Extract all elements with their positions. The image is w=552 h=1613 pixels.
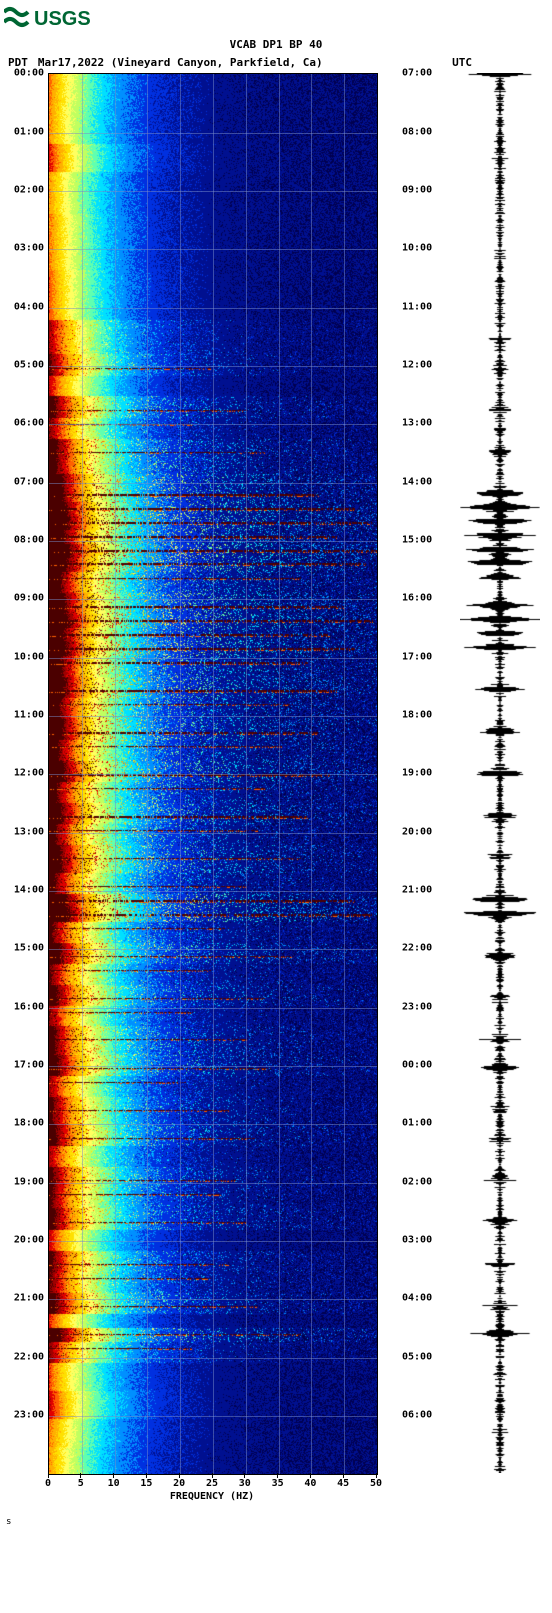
left-tick-label: 23:00 [14,1409,44,1420]
right-tick-label: 12:00 [402,359,432,370]
left-tick-label: 07:00 [14,476,44,487]
freq-tick: 35 [272,1473,284,1489]
freq-tick: 10 [108,1473,120,1489]
logo-text: USGS [34,8,91,30]
right-tick-label: 03:00 [402,1234,432,1245]
right-time-axis: 07:0008:0009:0010:0011:0012:0013:0014:00… [398,73,446,1473]
left-tick-label: 16:00 [14,1001,44,1012]
right-tick-label: 19:00 [402,768,432,779]
right-tick-label: 01:00 [402,1118,432,1129]
right-tick-label: 07:00 [402,68,432,79]
freq-tick: 40 [304,1473,316,1489]
freq-tick: 25 [206,1473,218,1489]
left-tick-label: 05:00 [14,359,44,370]
right-tick-label: 11:00 [402,301,432,312]
right-tick-label: 13:00 [402,418,432,429]
left-tick-label: 15:00 [14,943,44,954]
date-station: Mar17,2022 (Vineyard Canyon, Parkfield, … [28,56,452,69]
left-tick-label: 11:00 [14,709,44,720]
right-timezone: UTC [452,56,532,69]
right-tick-label: 05:00 [402,1351,432,1362]
left-tick-label: 22:00 [14,1351,44,1362]
left-tick-label: 06:00 [14,418,44,429]
left-tick-label: 12:00 [14,768,44,779]
right-tick-label: 02:00 [402,1176,432,1187]
freq-tick: 0 [45,1473,51,1489]
left-tick-label: 21:00 [14,1293,44,1304]
right-tick-label: 20:00 [402,826,432,837]
left-tick-label: 03:00 [14,243,44,254]
footnote: s [0,1513,552,1527]
right-tick-label: 09:00 [402,184,432,195]
left-tick-label: 04:00 [14,301,44,312]
left-tick-label: 00:00 [14,68,44,79]
right-tick-label: 16:00 [402,593,432,604]
right-tick-label: 15:00 [402,534,432,545]
plot-area: 00:00 01:00 02:00 03:00 04:00 05:00 06:00 07:00… [0,73,552,1513]
left-tick-label: 13:00 [14,826,44,837]
plot-subtitle: PDT Mar17,2022 (Vineyard Canyon, Parkfie… [0,56,552,73]
right-tick-label: 08:00 [402,126,432,137]
left-tick-label: 08:00 [14,534,44,545]
right-tick-label: 04:00 [402,1293,432,1304]
left-tick-label: 10:00 [14,651,44,662]
right-tick-label: 21:00 [402,884,432,895]
freq-tick: 50 [370,1473,382,1489]
left-tick-label: 09:00 [14,593,44,604]
right-tick-label: 22:00 [402,943,432,954]
left-tick-label: 02:00 [14,184,44,195]
left-tick-label: 19:00 [14,1176,44,1187]
left-tick-label: 18:00 [14,1118,44,1129]
right-tick-label: 17:00 [402,651,432,662]
left-time-axis: 00:0001:0002:0003:0004:0005:0006:0007:00… [0,73,48,1473]
spectrogram-panel [48,73,378,1475]
frequency-axis-label: FREQUENCY (HZ) [48,1491,376,1502]
usgs-logo: USGS [0,0,552,32]
right-tick-label: 14:00 [402,476,432,487]
left-tick-label: 14:00 [14,884,44,895]
right-tick-label: 06:00 [402,1409,432,1420]
right-tick-label: 00:00 [402,1059,432,1070]
frequency-axis: FREQUENCY (HZ) 05101520253035404550 [48,1473,376,1513]
left-tick-label: 01:00 [14,126,44,137]
freq-tick: 45 [337,1473,349,1489]
freq-tick: 20 [173,1473,185,1489]
right-tick-label: 23:00 [402,1001,432,1012]
freq-tick: 15 [140,1473,152,1489]
right-tick-label: 10:00 [402,243,432,254]
freq-tick: 30 [239,1473,251,1489]
plot-title: VCAB DP1 BP 40 [0,32,552,56]
left-tick-label: 17:00 [14,1059,44,1070]
freq-tick: 5 [78,1473,84,1489]
seismogram-panel [460,73,540,1473]
right-tick-label: 18:00 [402,709,432,720]
left-tick-label: 20:00 [14,1234,44,1245]
